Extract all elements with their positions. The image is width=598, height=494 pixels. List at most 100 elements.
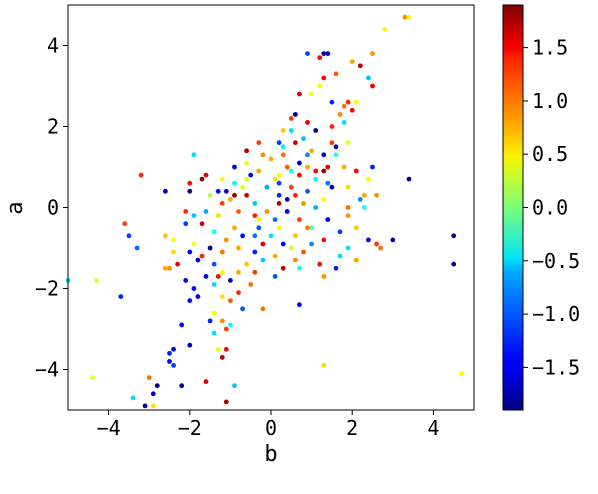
data-point — [301, 136, 306, 142]
data-point — [313, 168, 319, 174]
data-point — [211, 310, 217, 316]
data-point — [370, 83, 375, 89]
data-point — [223, 188, 229, 194]
data-point — [94, 278, 99, 283]
data-point — [122, 221, 128, 227]
data-point — [309, 241, 314, 247]
data-point — [353, 99, 359, 105]
data-point — [451, 261, 457, 267]
data-point — [126, 233, 132, 239]
data-point — [293, 192, 298, 198]
data-point — [90, 375, 95, 380]
data-point — [333, 144, 339, 150]
data-point — [288, 184, 294, 190]
data-point — [293, 112, 298, 117]
data-point — [191, 213, 197, 219]
data-point — [406, 14, 412, 20]
data-point — [325, 180, 331, 186]
data-point — [219, 355, 225, 360]
data-point — [240, 306, 246, 312]
data-point — [232, 180, 237, 186]
data-point — [199, 221, 205, 227]
data-point — [150, 391, 156, 397]
data-point — [333, 265, 339, 271]
data-point — [191, 286, 197, 291]
data-point — [236, 209, 241, 214]
data-point — [337, 229, 343, 235]
data-point — [130, 395, 136, 401]
data-point — [207, 192, 213, 198]
y-tick-label: 2 — [47, 115, 59, 139]
data-point — [345, 205, 351, 210]
colorbar-tick-label: 1.0 — [532, 89, 568, 113]
data-point — [329, 124, 335, 129]
data-point — [406, 176, 412, 182]
data-point — [256, 168, 262, 174]
data-point — [297, 265, 302, 271]
data-point — [345, 140, 351, 146]
data-point — [357, 197, 363, 202]
data-point — [301, 249, 306, 255]
data-point — [353, 257, 359, 263]
data-point — [244, 192, 250, 198]
data-point — [256, 140, 262, 146]
data-point — [317, 55, 323, 61]
data-point — [171, 346, 177, 352]
colorbar-tick-label: −1.0 — [532, 302, 580, 326]
data-point — [187, 188, 193, 194]
data-point — [252, 201, 258, 206]
data-point — [309, 91, 314, 97]
x-tick-label: 4 — [427, 416, 439, 440]
data-point — [301, 201, 306, 206]
data-point — [223, 237, 229, 243]
y-tick-label: −4 — [35, 358, 59, 382]
data-point — [305, 188, 310, 194]
data-point — [366, 237, 371, 243]
data-point — [333, 152, 339, 158]
data-point — [167, 350, 172, 356]
data-point — [248, 172, 254, 178]
plot-frame — [67, 4, 475, 411]
data-point — [268, 233, 274, 239]
data-point — [297, 172, 302, 178]
data-point — [345, 184, 351, 190]
data-point — [211, 261, 217, 267]
data-point — [276, 140, 282, 146]
data-point — [370, 164, 375, 170]
data-point — [203, 379, 209, 384]
data-point — [390, 237, 396, 243]
colorbar-tick-label: 1.5 — [532, 36, 568, 60]
data-point — [252, 269, 258, 275]
data-point — [366, 176, 371, 182]
colorbar — [502, 4, 524, 411]
data-point — [272, 274, 278, 279]
data-point — [207, 245, 213, 251]
y-tick-label: −2 — [35, 277, 59, 301]
data-point — [280, 128, 286, 133]
y-tick-label: 4 — [47, 34, 59, 58]
data-point — [337, 112, 343, 117]
data-point — [313, 176, 319, 182]
data-point — [362, 205, 367, 210]
data-point — [228, 322, 233, 328]
data-point — [297, 302, 302, 308]
data-point — [276, 172, 282, 178]
data-point — [325, 164, 331, 170]
data-point — [252, 213, 258, 219]
data-point — [321, 152, 327, 158]
x-tick-label: 0 — [265, 416, 277, 440]
data-point — [203, 274, 209, 279]
data-point — [313, 205, 319, 210]
data-point — [321, 51, 327, 56]
data-point — [223, 399, 229, 405]
data-point — [171, 237, 177, 243]
data-point — [219, 318, 225, 324]
data-point — [215, 346, 221, 352]
data-point — [219, 201, 225, 206]
data-point — [305, 152, 310, 158]
data-points — [65, 14, 465, 409]
data-point — [232, 383, 237, 389]
data-point — [284, 197, 290, 202]
data-point — [341, 120, 347, 125]
data-point — [353, 225, 359, 231]
